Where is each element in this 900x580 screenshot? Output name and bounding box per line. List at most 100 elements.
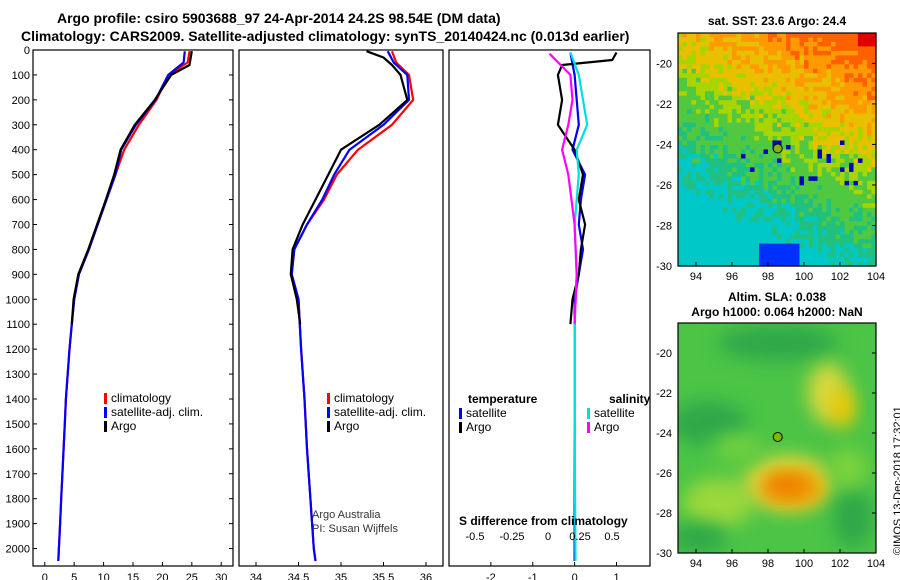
sst-cell xyxy=(682,82,688,88)
sst-cell xyxy=(862,248,868,254)
sst-cell xyxy=(736,154,742,160)
sst-cell xyxy=(768,136,774,142)
sst-cell xyxy=(705,221,711,227)
sst-cell xyxy=(867,136,873,142)
sst-cell xyxy=(858,113,864,119)
sst-cell xyxy=(772,77,778,83)
sst-map-x-tick-label: 96 xyxy=(726,271,738,283)
sst-cell xyxy=(813,252,819,258)
depth-tick-label: 800 xyxy=(12,244,30,256)
sst-cell xyxy=(705,167,711,173)
sst-cell xyxy=(682,203,688,209)
sst-cell xyxy=(727,185,733,191)
sst-cell xyxy=(835,145,841,151)
sst-cell xyxy=(687,230,693,236)
sst-cell xyxy=(871,180,877,186)
sst-cell xyxy=(808,140,814,146)
sst-cell xyxy=(790,50,796,56)
sst-cell xyxy=(795,50,801,56)
sst-cell xyxy=(709,73,715,79)
sst-cell xyxy=(822,194,828,200)
sst-cell xyxy=(772,207,778,213)
sst-cell xyxy=(759,234,765,240)
sst-cell xyxy=(853,95,859,101)
sst-cell xyxy=(871,171,877,177)
sst-cell xyxy=(714,212,720,218)
sst-cell xyxy=(732,243,738,249)
sst-cell xyxy=(678,207,684,213)
depth-tick-label: 1800 xyxy=(6,494,30,506)
sst-cell xyxy=(840,86,846,92)
sst-cell xyxy=(853,140,859,146)
sst-cell xyxy=(736,91,742,97)
sst-cell xyxy=(858,127,864,133)
sst-cell xyxy=(817,42,823,48)
sst-cell xyxy=(844,55,850,61)
sst-cell xyxy=(714,33,720,39)
sst-cell xyxy=(835,46,841,52)
sst-cell xyxy=(741,37,747,43)
sst-cell xyxy=(691,122,697,128)
sst-cell xyxy=(705,162,711,168)
sst-cell xyxy=(727,82,733,88)
sst-cell xyxy=(853,198,859,204)
sst-cell xyxy=(781,86,787,92)
sst-cell xyxy=(840,185,846,191)
sst-cell xyxy=(696,239,702,245)
sst-cell xyxy=(817,100,823,106)
sst-cell xyxy=(853,158,859,164)
sst-cell xyxy=(732,122,738,128)
sst-cell xyxy=(867,68,873,74)
sst-cell xyxy=(696,176,702,182)
sst-cell xyxy=(678,162,684,168)
sst-cell xyxy=(691,91,697,97)
sst-cell xyxy=(691,68,697,74)
sst-cell xyxy=(799,95,805,101)
sst-cell xyxy=(862,261,868,267)
sst-cell xyxy=(795,33,801,39)
sst-cell xyxy=(849,64,855,70)
sst-cell xyxy=(858,230,864,236)
sst-cell xyxy=(736,50,742,56)
sst-cell xyxy=(714,37,720,43)
secondary-tick-label: -0.25 xyxy=(499,531,524,543)
sst-cell xyxy=(745,73,751,79)
sst-cell xyxy=(777,194,783,200)
sst-cell xyxy=(831,42,837,48)
sst-cell xyxy=(871,239,877,245)
sst-cell xyxy=(682,194,688,200)
sst-cell xyxy=(867,167,873,173)
secondary-tick-label: 0 xyxy=(545,531,551,543)
sst-cell xyxy=(700,122,706,128)
sst-cell xyxy=(714,248,720,254)
sst-cell xyxy=(777,131,783,137)
sst-cell xyxy=(678,167,684,173)
diff-t-legend-label: Argo xyxy=(466,420,492,434)
sst-cell xyxy=(718,42,724,48)
sst-cell xyxy=(754,162,760,168)
sst-cell xyxy=(817,136,823,142)
sst-cell xyxy=(777,180,783,186)
sst-cell xyxy=(723,257,729,263)
sst-cell xyxy=(777,42,783,48)
sst-cell xyxy=(804,171,810,177)
x-tick-label: 34 xyxy=(250,572,262,580)
sst-cell xyxy=(790,86,796,92)
sst-cell xyxy=(754,50,760,56)
sst-cell xyxy=(790,42,796,48)
sst-cell xyxy=(714,91,720,97)
sst-cell xyxy=(709,149,715,155)
sst-cell xyxy=(777,55,783,61)
sst-cell xyxy=(750,73,756,79)
sst-cell xyxy=(840,122,846,128)
sst-cell xyxy=(799,230,805,236)
sst-cell xyxy=(727,55,733,61)
sst-cell xyxy=(853,55,859,61)
sst-cell xyxy=(696,68,702,74)
sst-cell xyxy=(732,194,738,200)
sst-cell xyxy=(772,216,778,222)
sst-cell xyxy=(732,42,738,48)
sst-cell xyxy=(759,167,765,173)
sst-cell xyxy=(786,194,792,200)
sst-cell xyxy=(768,113,774,119)
